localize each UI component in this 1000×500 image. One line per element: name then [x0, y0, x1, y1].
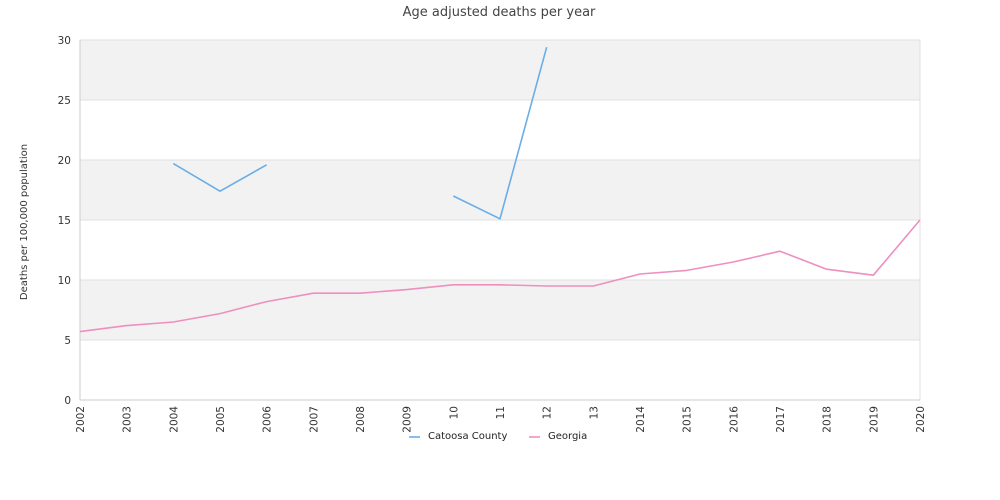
- y-axis-label: Deaths per 100,000 population: [19, 144, 30, 300]
- x-tick-label: 11: [495, 406, 507, 419]
- legend-label: Catoosa County: [428, 431, 507, 442]
- series-layer: [79, 46, 921, 333]
- plot-band: [80, 100, 920, 160]
- x-axis-ticks: 2002 2003 2004 2005 2006 2007 2008 2009 10 11 12 13…: [75, 406, 927, 433]
- x-tick-label: 2007: [308, 406, 320, 433]
- series-line: [79, 219, 921, 333]
- x-tick-label: 2016: [728, 406, 740, 433]
- x-tick-label: 10: [448, 406, 460, 419]
- y-tick-label: 0: [64, 395, 71, 407]
- x-tick-label: 13: [588, 406, 600, 419]
- x-tick-label: 2015: [682, 406, 694, 433]
- y-tick-label: 20: [58, 155, 71, 167]
- x-tick-label: 2019: [868, 406, 880, 433]
- series-0: [172, 46, 548, 220]
- x-tick-label: 2003: [122, 406, 134, 433]
- y-tick-label: 5: [64, 335, 71, 347]
- y-tick-label: 25: [58, 95, 71, 107]
- y-tick-label: 30: [58, 35, 71, 47]
- plot-band: [80, 40, 920, 100]
- series-line: [172, 162, 268, 192]
- series-1: [79, 219, 921, 333]
- plot-band: [80, 340, 920, 400]
- series-line: [452, 46, 548, 220]
- x-tick-label: 2009: [402, 406, 414, 433]
- x-tick-label: 2017: [775, 406, 787, 433]
- y-axis-ticks: 0 5 10 15 20 25 30: [58, 35, 71, 407]
- x-tick-label: 2006: [262, 406, 274, 433]
- x-tick-label: 2020: [915, 406, 927, 433]
- x-tick-label: 2018: [822, 406, 834, 433]
- x-tick-label: 12: [542, 406, 554, 419]
- plot-band: [80, 160, 920, 220]
- x-tick-label: 2014: [635, 406, 647, 433]
- y-tick-label: 15: [58, 215, 71, 227]
- x-tick-label: 2008: [355, 406, 367, 433]
- plot-band: [80, 280, 920, 340]
- y-tick-label: 10: [58, 275, 71, 287]
- plot-background: [80, 40, 920, 400]
- plot-band: [80, 220, 920, 280]
- gridlines: [79, 39, 921, 401]
- x-tick-label: 2005: [215, 406, 227, 433]
- x-tick-label: 2002: [75, 406, 87, 433]
- chart-title: Age adjusted deaths per year: [403, 5, 596, 20]
- legend: Catoosa County Georgia: [409, 431, 587, 442]
- legend-label: Georgia: [548, 431, 587, 442]
- x-tick-label: 2004: [168, 406, 180, 433]
